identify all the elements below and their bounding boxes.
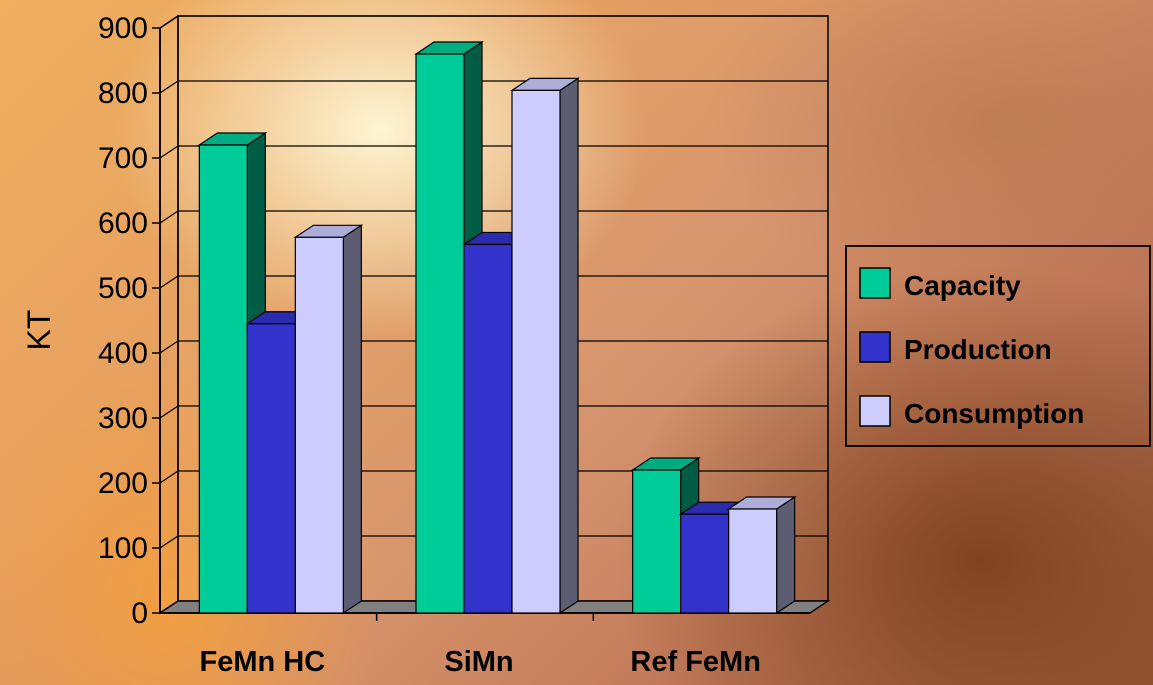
bar-consumption-ref-femn <box>729 497 795 613</box>
legend-item-capacity: Capacity <box>860 268 1021 301</box>
category-label: FeMn HC <box>199 646 325 678</box>
gridline-side <box>160 406 178 418</box>
y-tick-label: 800 <box>98 77 148 110</box>
gridline-side <box>160 536 178 548</box>
gridline-side <box>160 146 178 158</box>
gridline-side <box>160 276 178 288</box>
legend-item-production: Production <box>860 332 1052 365</box>
legend-item-consumption: Consumption <box>860 396 1084 429</box>
y-tick-labels: 0 100 200 300 400 500 600 700 800 900 <box>98 12 148 630</box>
gridline-side <box>160 16 178 28</box>
y-tick-label: 400 <box>98 337 148 370</box>
legend-label: Consumption <box>904 398 1084 429</box>
category-labels: FeMn HC SiMn Ref FeMn <box>199 646 760 678</box>
y-tick-label: 700 <box>98 142 148 175</box>
y-axis-title: KT <box>21 310 57 351</box>
y-tick-label: 300 <box>98 402 148 435</box>
y-tick-label: 500 <box>98 272 148 305</box>
y-tick-label: 900 <box>98 12 148 45</box>
y-tick-label: 200 <box>98 467 148 500</box>
gridline-side <box>160 341 178 353</box>
bar-consumption-simn <box>512 78 578 613</box>
bar-consumption-femn-hc <box>295 225 361 613</box>
gridline-side <box>160 211 178 223</box>
legend-swatch <box>860 332 890 362</box>
legend-swatch <box>860 396 890 426</box>
legend-swatch <box>860 268 890 298</box>
category-label: SiMn <box>444 646 513 678</box>
legend: Capacity Production Consumption <box>846 246 1150 446</box>
y-tick-label: 0 <box>131 597 148 630</box>
category-label: Ref FeMn <box>630 646 761 678</box>
legend-label: Capacity <box>904 270 1021 301</box>
y-tick-label: 600 <box>98 207 148 240</box>
plot-side-wall <box>160 16 178 613</box>
legend-label: Production <box>904 334 1052 365</box>
gridline-side <box>160 81 178 93</box>
y-tick-label: 100 <box>98 532 148 565</box>
gridline-side <box>160 471 178 483</box>
